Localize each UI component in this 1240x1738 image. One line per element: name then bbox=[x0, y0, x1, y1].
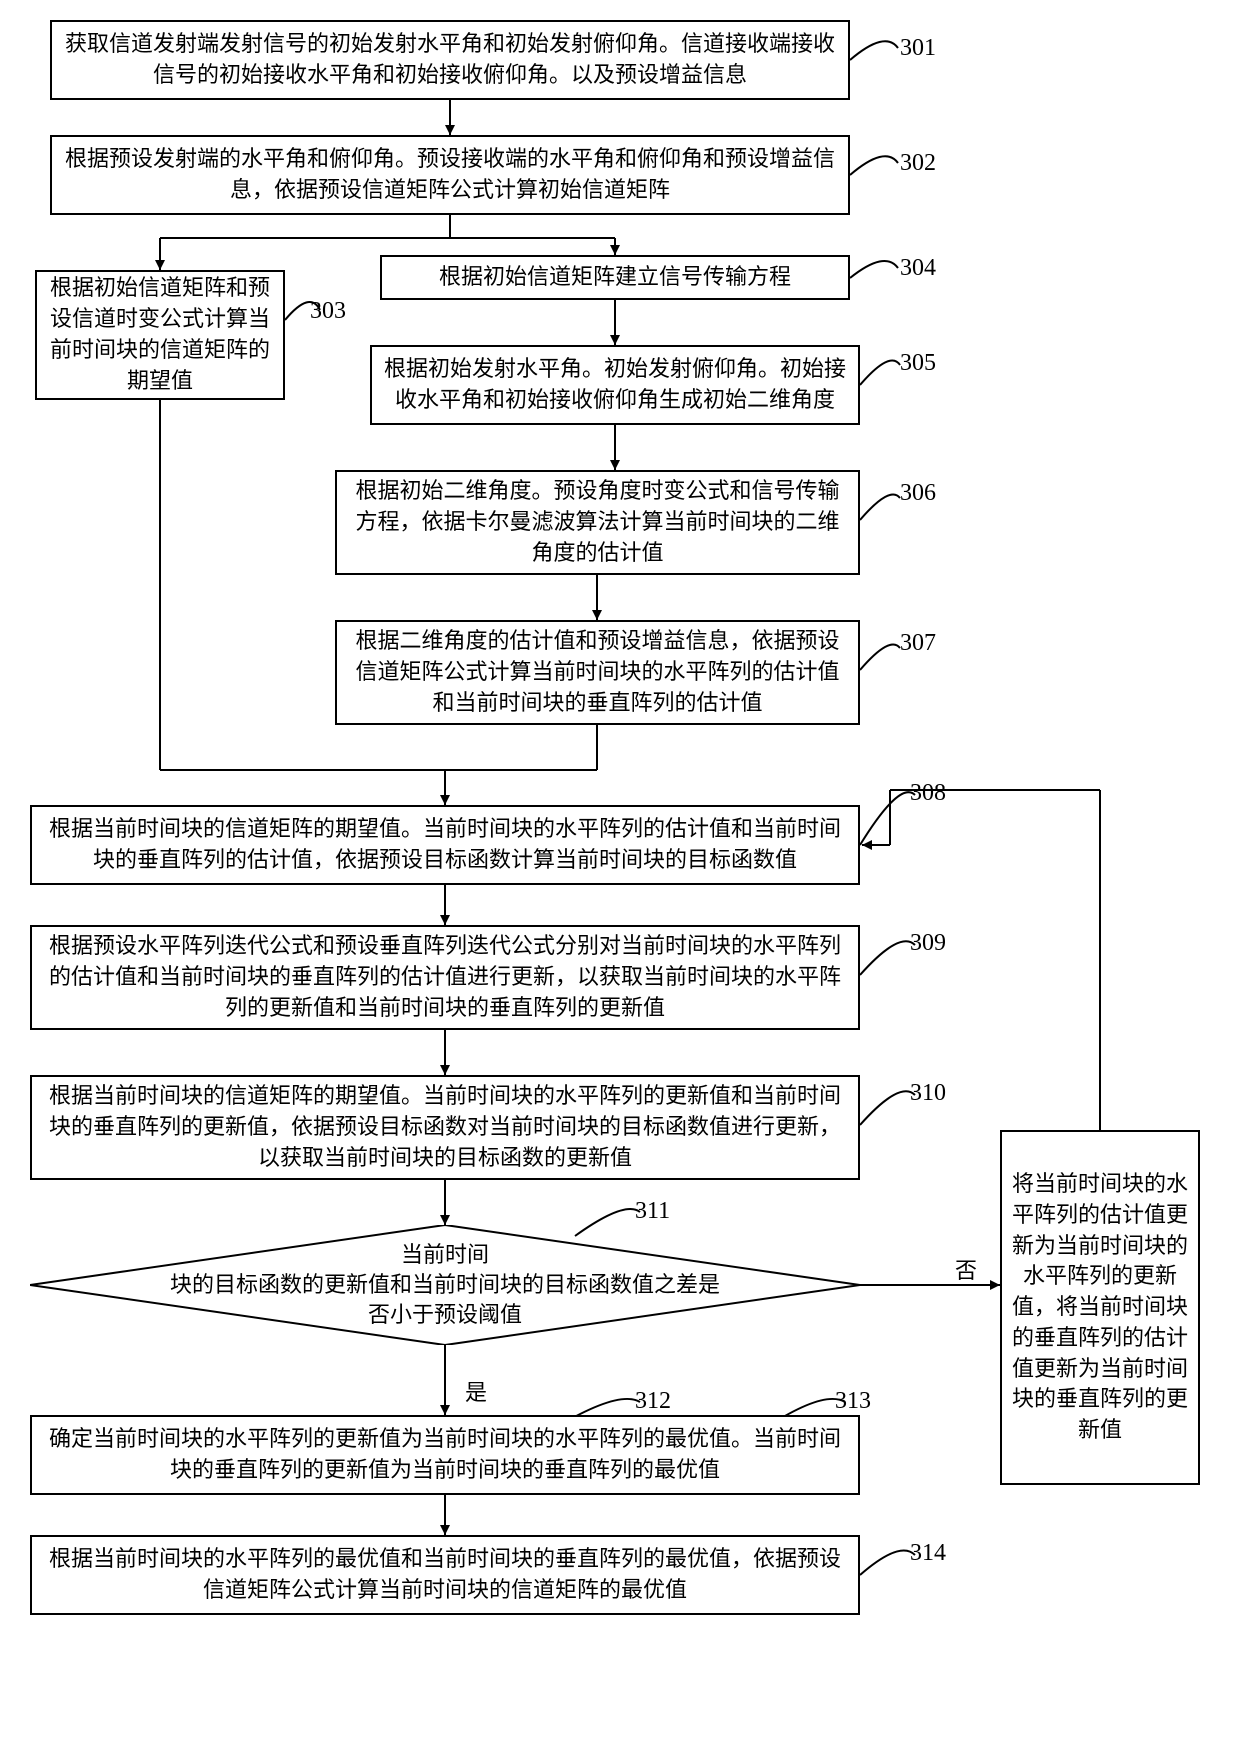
label-308: 308 bbox=[910, 780, 946, 807]
label-311: 311 bbox=[635, 1198, 670, 1225]
step-310: 根据当前时间块的信道矩阵的期望值。当前时间块的水平阵列的更新值和当前时间块的垂直… bbox=[30, 1075, 860, 1180]
step-306: 根据初始二维角度。预设角度时变公式和信号传输方程，依据卡尔曼滤波算法计算当前时间… bbox=[335, 470, 860, 575]
step-310-text: 根据当前时间块的信道矩阵的期望值。当前时间块的水平阵列的更新值和当前时间块的垂直… bbox=[42, 1081, 848, 1173]
decision-311-text: 当前时间 块的目标函数的更新值和当前时间块的目标函数值之差是 否小于预设阈值 bbox=[170, 1240, 720, 1329]
step-301-text: 获取信道发射端发射信号的初始发射水平角和初始发射俯仰角。信道接收端接收信号的初始… bbox=[62, 29, 838, 91]
step-309-text: 根据预设水平阵列迭代公式和预设垂直阵列迭代公式分别对当前时间块的水平阵列的估计值… bbox=[42, 931, 848, 1023]
step-302-text: 根据预设发射端的水平角和俯仰角。预设接收端的水平角和俯仰角和预设增益信息，依据预… bbox=[62, 144, 838, 206]
label-310: 310 bbox=[910, 1080, 946, 1107]
label-314: 314 bbox=[910, 1540, 946, 1567]
step-313: 将当前时间块的水平阵列的估计值更新为当前时间块的水平阵列的更新值，将当前时间块的… bbox=[1000, 1130, 1200, 1485]
step-314-text: 根据当前时间块的水平阵列的最优值和当前时间块的垂直阵列的最优值，依据预设信道矩阵… bbox=[42, 1544, 848, 1606]
step-305-text: 根据初始发射水平角。初始发射俯仰角。初始接收水平角和初始接收俯仰角生成初始二维角… bbox=[382, 354, 848, 416]
step-308: 根据当前时间块的信道矩阵的期望值。当前时间块的水平阵列的估计值和当前时间块的垂直… bbox=[30, 805, 860, 885]
label-303: 303 bbox=[310, 298, 346, 325]
step-303-text: 根据初始信道矩阵和预设信道时变公式计算当前时间块的信道矩阵的期望值 bbox=[47, 273, 273, 396]
label-301: 301 bbox=[900, 35, 936, 62]
flowchart-canvas: 获取信道发射端发射信号的初始发射水平角和初始发射俯仰角。信道接收端接收信号的初始… bbox=[0, 0, 1240, 1738]
label-312: 312 bbox=[635, 1388, 671, 1415]
decision-311: 当前时间 块的目标函数的更新值和当前时间块的目标函数值之差是 否小于预设阈值 bbox=[30, 1225, 860, 1345]
step-307: 根据二维角度的估计值和预设增益信息，依据预设信道矩阵公式计算当前时间块的水平阵列… bbox=[335, 620, 860, 725]
label-302: 302 bbox=[900, 150, 936, 177]
label-313: 313 bbox=[835, 1388, 871, 1415]
step-312: 确定当前时间块的水平阵列的更新值为当前时间块的水平阵列的最优值。当前时间块的垂直… bbox=[30, 1415, 860, 1495]
label-307: 307 bbox=[900, 630, 936, 657]
label-no: 否 bbox=[955, 1253, 977, 1285]
step-304-text: 根据初始信道矩阵建立信号传输方程 bbox=[439, 262, 791, 293]
step-303: 根据初始信道矩阵和预设信道时变公式计算当前时间块的信道矩阵的期望值 bbox=[35, 270, 285, 400]
step-313-text: 将当前时间块的水平阵列的估计值更新为当前时间块的水平阵列的更新值，将当前时间块的… bbox=[1012, 1169, 1188, 1446]
label-305: 305 bbox=[900, 350, 936, 377]
step-307-text: 根据二维角度的估计值和预设增益信息，依据预设信道矩阵公式计算当前时间块的水平阵列… bbox=[347, 626, 848, 718]
step-309: 根据预设水平阵列迭代公式和预设垂直阵列迭代公式分别对当前时间块的水平阵列的估计值… bbox=[30, 925, 860, 1030]
step-314: 根据当前时间块的水平阵列的最优值和当前时间块的垂直阵列的最优值，依据预设信道矩阵… bbox=[30, 1535, 860, 1615]
label-yes: 是 bbox=[465, 1375, 487, 1407]
step-312-text: 确定当前时间块的水平阵列的更新值为当前时间块的水平阵列的最优值。当前时间块的垂直… bbox=[42, 1424, 848, 1486]
step-306-text: 根据初始二维角度。预设角度时变公式和信号传输方程，依据卡尔曼滤波算法计算当前时间… bbox=[347, 476, 848, 568]
step-302: 根据预设发射端的水平角和俯仰角。预设接收端的水平角和俯仰角和预设增益信息，依据预… bbox=[50, 135, 850, 215]
label-306: 306 bbox=[900, 480, 936, 507]
step-305: 根据初始发射水平角。初始发射俯仰角。初始接收水平角和初始接收俯仰角生成初始二维角… bbox=[370, 345, 860, 425]
step-308-text: 根据当前时间块的信道矩阵的期望值。当前时间块的水平阵列的估计值和当前时间块的垂直… bbox=[42, 814, 848, 876]
label-304: 304 bbox=[900, 255, 936, 282]
step-304: 根据初始信道矩阵建立信号传输方程 bbox=[380, 255, 850, 300]
step-301: 获取信道发射端发射信号的初始发射水平角和初始发射俯仰角。信道接收端接收信号的初始… bbox=[50, 20, 850, 100]
label-309: 309 bbox=[910, 930, 946, 957]
